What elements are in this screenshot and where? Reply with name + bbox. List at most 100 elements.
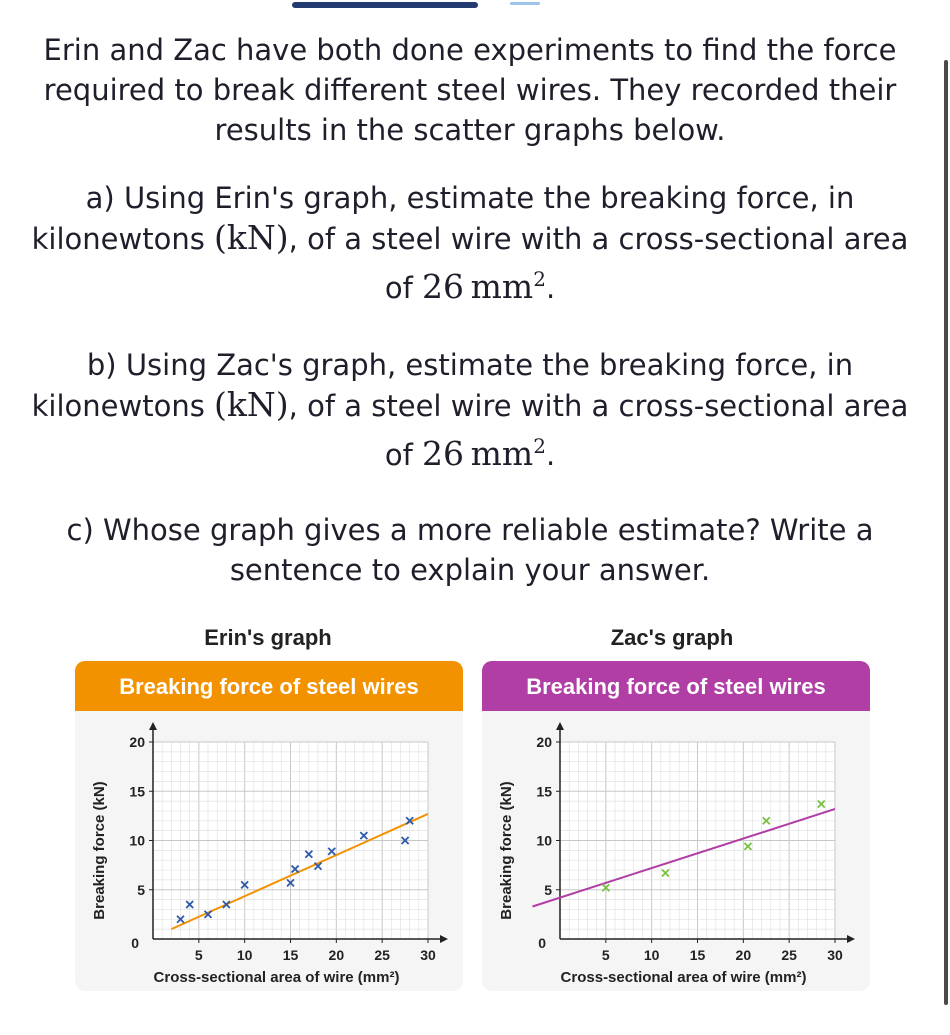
zac-x-tick-label: 20: [736, 947, 752, 963]
erin-x-tick-label: 20: [329, 947, 345, 963]
zac-x-axis-arrow: [847, 935, 855, 943]
erin-y-tick-label: 5: [137, 882, 145, 898]
erin-data-point: [222, 900, 231, 909]
part-a-value: 26: [422, 267, 465, 306]
zac-x-tick-label: 15: [690, 947, 706, 963]
zac-grid: [560, 741, 836, 939]
erin-data-point-stroke: [222, 900, 231, 909]
erin-data-point: [185, 900, 194, 909]
erin-data-point-stroke: [176, 915, 185, 924]
question-part-c: c) Whose graph gives a more reliable est…: [66, 513, 874, 587]
erin-y-axis-arrow: [149, 722, 157, 730]
erin-data-point: [176, 915, 185, 924]
zac-chart-header: Breaking force of steel wires: [482, 661, 870, 711]
erin-data-point-stroke: [240, 880, 249, 889]
erin-x-tick-label: 30: [420, 947, 436, 963]
erin-data-point-stroke: [286, 878, 295, 887]
erin-graph-title: Erin's graph: [204, 625, 332, 650]
erin-x-axis-arrow: [440, 935, 448, 943]
zac-trend-line: [532, 808, 835, 908]
zac-data-point: [762, 816, 771, 825]
erin-data-point: [203, 910, 213, 919]
zac-data-point-stroke: [601, 883, 610, 892]
erin-grid: [153, 741, 429, 939]
part-a-end: .: [545, 271, 556, 305]
part-b-unit: (kN): [214, 385, 289, 424]
question-intro: Erin and Zac have both done experiments …: [43, 33, 897, 147]
zac-data-point: [817, 799, 826, 809]
page-scrollbar[interactable]: [944, 60, 948, 1005]
part-a-exponent: 2: [533, 267, 546, 291]
erin-y-tick-label: 15: [129, 783, 145, 799]
erin-data-point: [313, 861, 323, 871]
zac-origin-label: 0: [538, 935, 546, 951]
erin-data-point-stroke: [185, 900, 194, 909]
erin-y-axis-label: Breaking force (kN): [91, 781, 108, 919]
erin-x-tick-label: 15: [283, 947, 299, 963]
erin-data-point: [327, 847, 336, 856]
erin-origin-label: 0: [131, 935, 139, 951]
zac-y-tick-label: 5: [544, 882, 552, 898]
zac-y-tick-label: 15: [536, 783, 552, 799]
part-b-value-unit: mm: [470, 434, 534, 473]
part-a-value-unit: mm: [470, 267, 534, 306]
zac-data-point: [601, 883, 610, 892]
zac-data-point-stroke: [661, 868, 670, 878]
erin-data-point: [286, 878, 295, 887]
top-step-bar: [0, 0, 950, 14]
erin-x-tick-label: 5: [195, 947, 203, 963]
zac-data-point-stroke: [762, 816, 771, 825]
part-b-value: 26: [422, 434, 465, 473]
part-b-end: .: [545, 438, 556, 472]
active-step-indicator[interactable]: [292, 2, 478, 8]
erin-data-point-stroke: [313, 861, 323, 871]
erin-data-point: [290, 864, 300, 874]
erin-data-point: [240, 880, 249, 889]
zac-x-tick-label: 25: [781, 947, 797, 963]
zac-scatter-chart: 5 10 15 20 25 30 5 10 15 20 0 Cross-sectional area …: [498, 722, 855, 986]
step-label-faded: [556, 0, 559, 8]
erin-chart-header: Breaking force of steel wires: [75, 661, 463, 711]
zac-y-tick-label: 20: [536, 734, 552, 750]
zac-x-tick-label: 10: [644, 947, 660, 963]
zac-data-point-stroke: [743, 842, 753, 851]
zac-x-axis-label: Cross-sectional area of wire (mm²): [561, 969, 807, 986]
erin-y-tick-label: 10: [129, 833, 145, 849]
erin-data-point: [359, 831, 368, 840]
part-a-text-middle: , of a steel wire with a cross-sectional…: [288, 222, 909, 305]
part-b-text-before: b) Using Zac's graph, estimate the break…: [31, 348, 854, 423]
step-indicator[interactable]: [510, 2, 540, 5]
erin-data-point: [405, 816, 414, 825]
erin-chart-card: Breaking force of steel wires 5 10 15 20 25 3…: [75, 661, 463, 991]
erin-y-tick-label: 20: [129, 734, 145, 750]
zac-x-tick-label: 5: [602, 947, 610, 963]
erin-data-point-stroke: [304, 850, 313, 859]
zac-y-axis-label: Breaking force (kN): [498, 781, 515, 919]
erin-data-point-stroke: [359, 831, 368, 840]
erin-x-tick-label: 25: [374, 947, 390, 963]
zac-data-point-stroke: [817, 799, 826, 809]
erin-scatter-chart: 5 10 15 20 25 30 5 10 15 20 0 Cross-sectional area …: [91, 722, 448, 986]
question-part-b: b) Using Zac's graph, estimate the break…: [30, 345, 910, 475]
erin-x-tick-label: 10: [237, 947, 253, 963]
erin-trend-line: [170, 812, 428, 931]
zac-x-tick-label: 30: [827, 947, 843, 963]
erin-data-point-stroke: [290, 864, 300, 874]
zac-chart-card: Breaking force of steel wires 5 10 15 20 25 3…: [482, 661, 870, 991]
zac-data-point: [661, 868, 670, 878]
part-b-text-middle: , of a steel wire with a cross-sectional…: [288, 389, 909, 472]
erin-x-axis-label: Cross-sectional area of wire (mm²): [154, 969, 400, 986]
erin-data-point-stroke: [400, 836, 410, 845]
zac-y-axis-arrow: [556, 722, 564, 730]
erin-data-point-stroke: [405, 816, 414, 825]
erin-data-point-stroke: [327, 847, 336, 856]
part-a-unit: (kN): [214, 218, 289, 257]
part-a-text-before: a) Using Erin's graph, estimate the brea…: [31, 181, 855, 256]
part-b-area-value: 26 mm2: [422, 434, 546, 473]
question-part-a: a) Using Erin's graph, estimate the brea…: [30, 178, 910, 308]
zac-y-tick-label: 10: [536, 833, 552, 849]
erin-data-point-stroke: [203, 910, 213, 919]
erin-data-point: [400, 836, 410, 845]
part-b-exponent: 2: [533, 434, 546, 458]
erin-data-point: [304, 850, 313, 859]
